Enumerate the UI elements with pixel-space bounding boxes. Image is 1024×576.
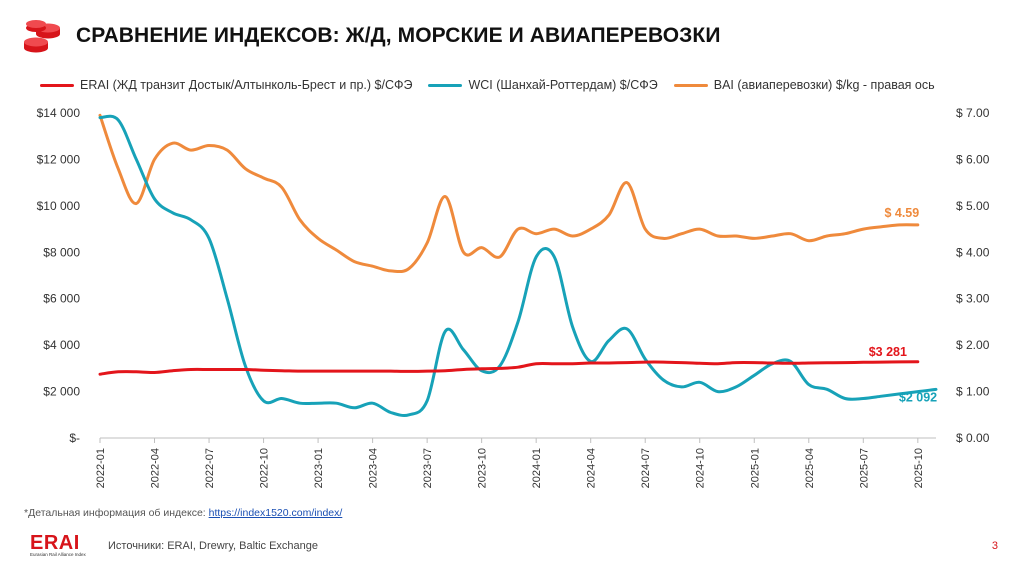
x-tick-label: 2025-07 — [858, 448, 870, 488]
x-tick-label: 2023-10 — [477, 448, 489, 488]
wci-end-label: $2 092 — [899, 390, 937, 404]
legend-item-bai: BAI (авиаперевозки) $/kg - правая ось — [673, 78, 935, 92]
x-tick-label: 2024-04 — [586, 448, 598, 488]
x-tick-label: 2022-01 — [95, 448, 107, 488]
legend-label-bai: BAI (авиаперевозки) $/kg - правая ось — [713, 78, 935, 92]
y-left-tick-label: $8 000 — [43, 245, 80, 259]
x-tick-label: 2022-04 — [150, 448, 162, 488]
y-left-tick-label: $10 000 — [37, 199, 81, 213]
y-right-tick-label: $ 3.00 — [956, 292, 990, 306]
x-tick-label: 2023-01 — [313, 448, 325, 488]
bai-end-label: $ 4.59 — [884, 206, 919, 220]
y-left-tick-label: $14 000 — [37, 106, 81, 120]
erai-end-label: $3 281 — [869, 345, 907, 359]
x-tick-label: 2025-01 — [749, 448, 761, 488]
x-tick-label: 2023-04 — [368, 448, 380, 488]
x-tick-label: 2024-07 — [640, 448, 652, 488]
coins-icon — [24, 20, 60, 53]
x-tick-label: 2022-07 — [204, 448, 216, 488]
y-left-tick-label: $6 000 — [43, 292, 80, 306]
y-left-tick-label: $- — [69, 431, 80, 445]
legend-swatch-wci — [428, 83, 463, 87]
y-right-tick-label: $ 7.00 — [956, 106, 990, 120]
legend-label-wci: WCI (Шанхай-Роттердам) $/СФЭ — [468, 78, 658, 92]
y-left-tick-label: $12 000 — [37, 152, 81, 166]
y-right-tick-label: $ 1.00 — [956, 385, 990, 399]
erai-logo: ERAI Eurasian Rail Alliance Index — [30, 532, 86, 557]
y-right-tick-label: $ 0.00 — [956, 431, 990, 445]
x-tick-label: 2025-10 — [913, 448, 925, 488]
page-number: 3 — [991, 540, 998, 552]
y-right-tick-label: $ 5.00 — [956, 199, 990, 213]
x-tick-label: 2025-04 — [804, 448, 816, 488]
x-tick-label: 2022-10 — [259, 448, 271, 488]
index-link[interactable]: https://index1520.com/index/ — [208, 507, 343, 519]
legend-item-wci: WCI (Шанхай-Роттердам) $/СФЭ — [428, 78, 658, 92]
y-right-tick-label: $ 4.00 — [956, 245, 990, 259]
chart-legend: ERAI (ЖД транзит Достык/Алтынколь-Брест … — [40, 78, 935, 92]
legend-label-erai: ERAI (ЖД транзит Достык/Алтынколь-Брест … — [80, 78, 413, 92]
footnote-text: *Детальная информация об индексе: — [24, 507, 209, 519]
logo-subtitle: Eurasian Rail Alliance Index — [30, 552, 86, 557]
erai-line — [98, 360, 920, 376]
y-left-tick-label: $2 000 — [43, 385, 80, 399]
logo-name: ERAI — [30, 532, 80, 554]
wci-line — [98, 114, 938, 418]
legend-item-erai: ERAI (ЖД транзит Достык/Алтынколь-Брест … — [40, 78, 412, 92]
x-tick-label: 2023-07 — [422, 448, 434, 488]
title-row: СРАВНЕНИЕ ИНДЕКСОВ: Ж/Д, МОРСКИЕ И АВИАП… — [22, 18, 721, 54]
page-title: СРАВНЕНИЕ ИНДЕКСОВ: Ж/Д, МОРСКИЕ И АВИАП… — [76, 24, 721, 47]
y-right-tick-label: $ 2.00 — [956, 338, 990, 352]
sources-text: Источники: ERAI, Drewry, Baltic Exchange — [108, 540, 319, 552]
line-chart: 2022-01 2022-04 2022-07 2022-10 2023-01 2023-… — [37, 106, 990, 488]
x-tick-label: 2024-01 — [531, 448, 543, 488]
legend-swatch-bai — [673, 83, 708, 87]
legend-swatch-erai — [40, 83, 74, 87]
y-right-tick-label: $ 6.00 — [956, 152, 990, 166]
bai-line — [98, 113, 920, 274]
x-tick-label: 2024-10 — [695, 448, 707, 488]
footnote: *Детальная информация об индексе: https:… — [24, 507, 342, 519]
y-left-tick-label: $4 000 — [43, 338, 80, 352]
